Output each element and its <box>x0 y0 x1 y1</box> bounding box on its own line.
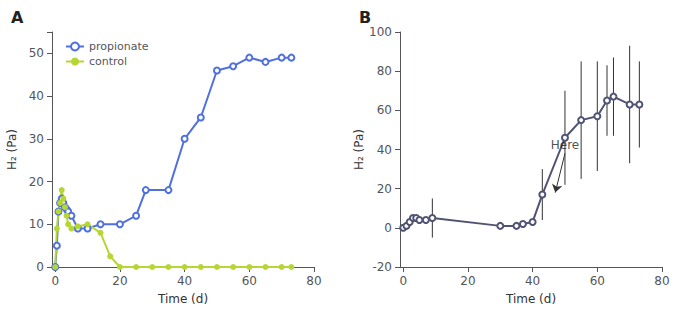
svg-text:10: 10 <box>29 217 44 231</box>
svg-text:60: 60 <box>590 274 605 288</box>
svg-text:-20: -20 <box>372 260 392 274</box>
svg-text:20: 20 <box>29 175 44 189</box>
svg-text:H₂ (Pa): H₂ (Pa) <box>352 129 366 170</box>
svg-text:60: 60 <box>377 103 392 117</box>
svg-text:0: 0 <box>36 260 44 274</box>
svg-text:control: control <box>89 55 127 68</box>
svg-text:propionate: propionate <box>89 40 149 53</box>
svg-text:40: 40 <box>377 143 392 157</box>
svg-text:Time (d): Time (d) <box>505 292 556 306</box>
svg-text:100: 100 <box>369 25 392 39</box>
svg-text:B: B <box>359 8 371 27</box>
svg-text:60: 60 <box>242 274 257 288</box>
svg-text:20: 20 <box>377 182 392 196</box>
svg-text:0: 0 <box>384 221 392 235</box>
svg-text:20: 20 <box>112 274 127 288</box>
svg-text:Here: Here <box>551 138 579 152</box>
svg-text:50: 50 <box>29 46 44 60</box>
svg-text:80: 80 <box>654 274 669 288</box>
svg-text:0: 0 <box>51 274 59 288</box>
svg-text:0: 0 <box>399 274 407 288</box>
svg-text:40: 40 <box>525 274 540 288</box>
svg-text:H₂ (Pa): H₂ (Pa) <box>5 129 19 170</box>
svg-text:Time (d): Time (d) <box>157 292 208 306</box>
svg-text:80: 80 <box>306 274 321 288</box>
svg-text:30: 30 <box>29 132 44 146</box>
svg-text:40: 40 <box>177 274 192 288</box>
svg-text:20: 20 <box>460 274 475 288</box>
svg-text:80: 80 <box>377 64 392 78</box>
svg-text:40: 40 <box>29 89 44 103</box>
svg-text:A: A <box>11 8 24 27</box>
